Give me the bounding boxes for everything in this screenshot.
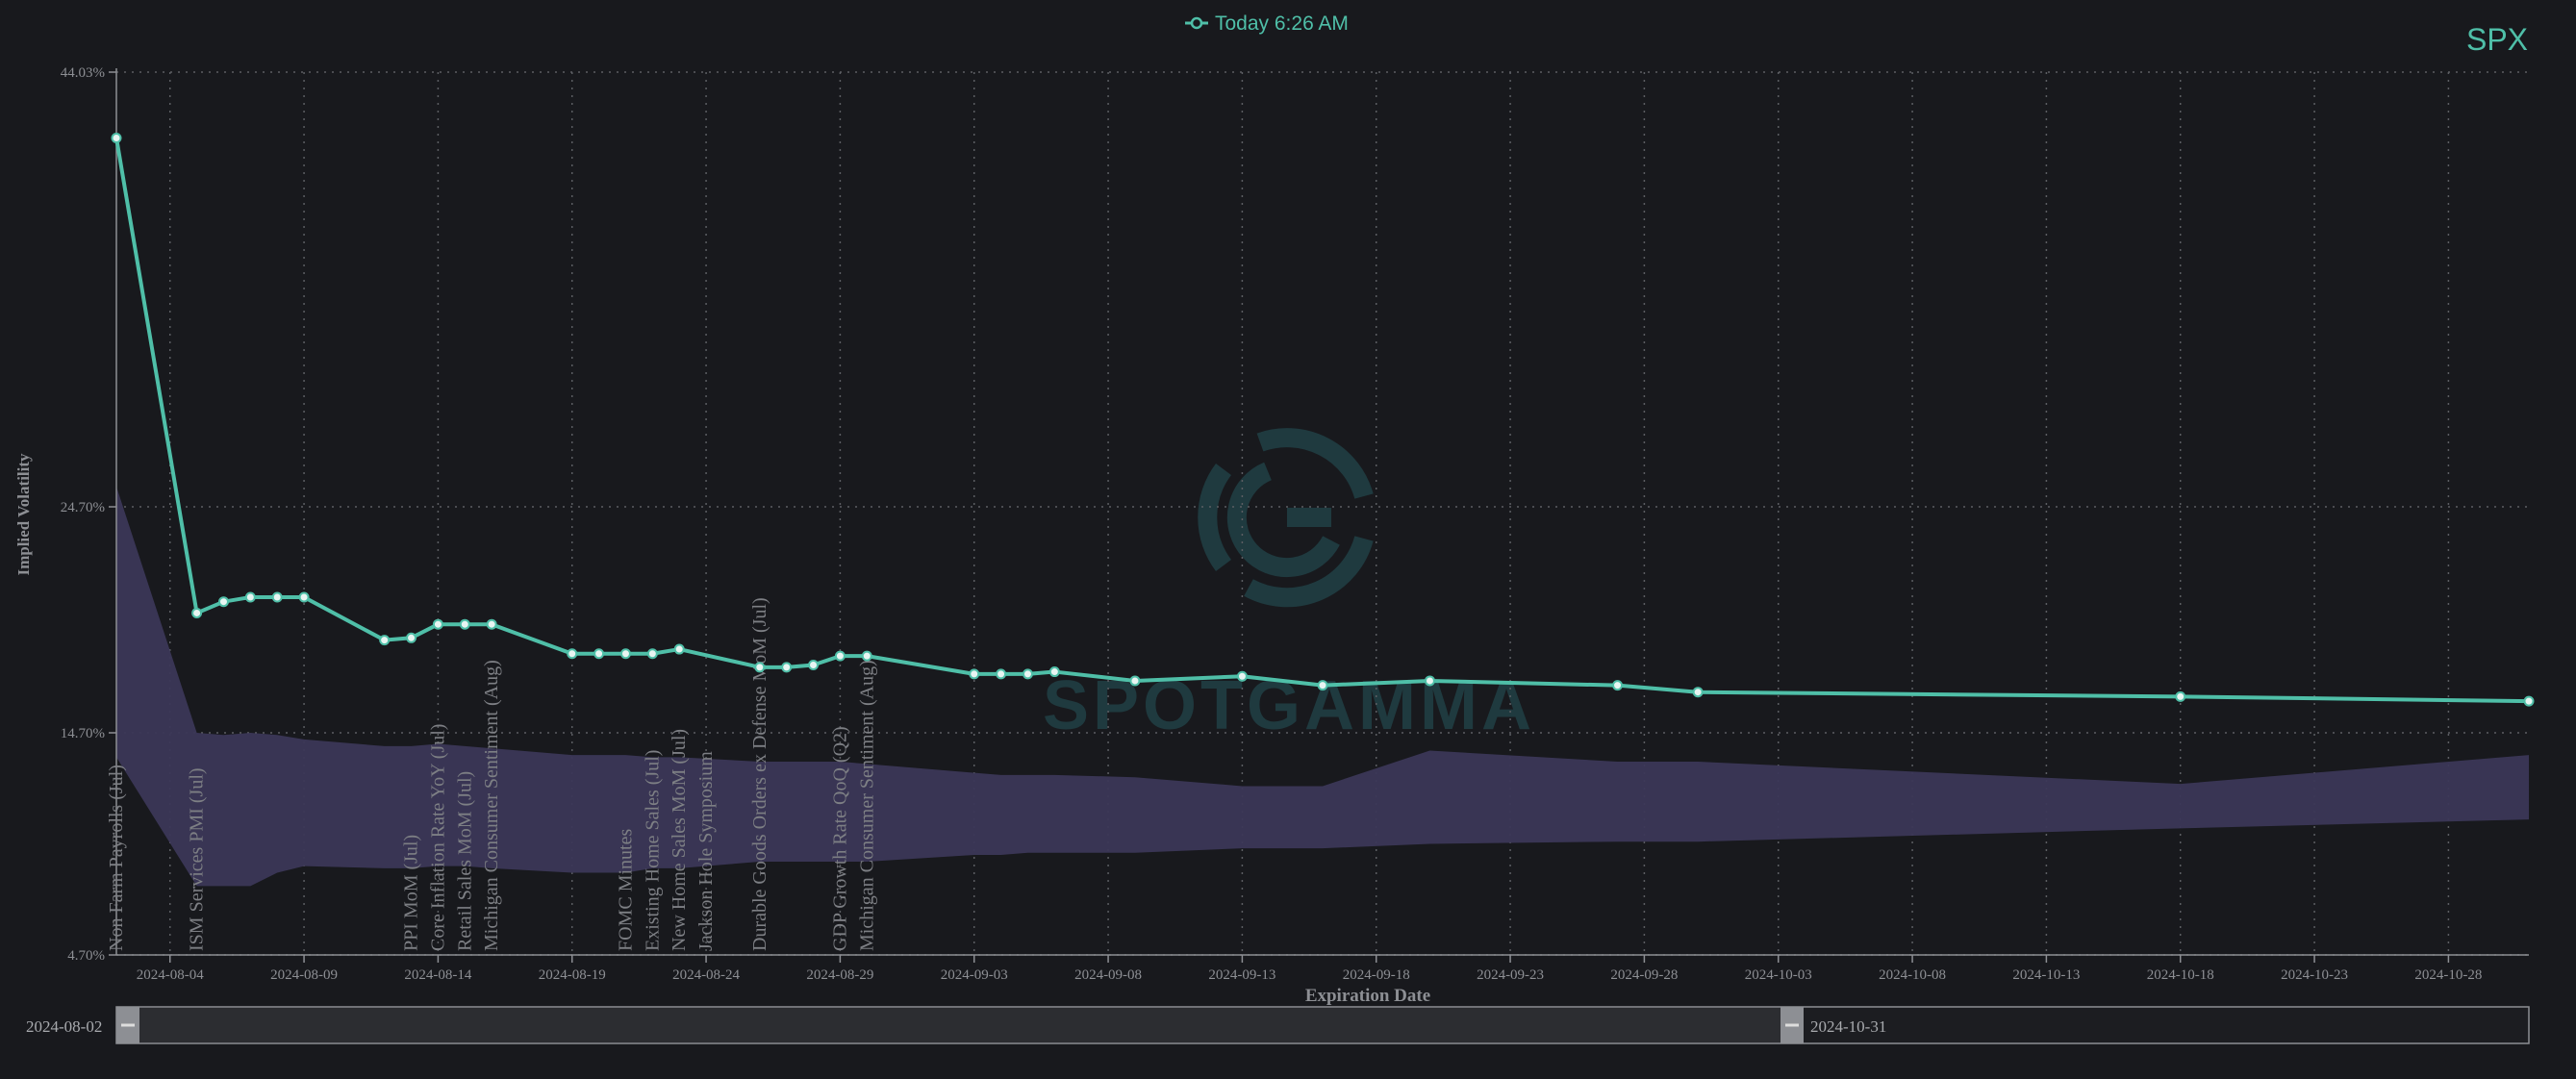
x-tick-label: 2024-10-13 <box>2012 967 2080 983</box>
y-tick-label: 24.70% <box>61 500 105 515</box>
data-point <box>1424 675 1435 687</box>
legend[interactable]: Today 6:26 AM <box>1185 13 1349 35</box>
watermark-arc-2 <box>1244 536 1374 608</box>
x-tick-label: 2024-08-14 <box>404 967 471 983</box>
x-axis-title: Expiration Date <box>1305 986 1430 1006</box>
data-point <box>271 591 283 603</box>
data-point <box>111 133 122 144</box>
data-point <box>406 632 417 643</box>
data-point <box>619 648 631 660</box>
event-label: GDP Growth Rate QoQ (Q2) <box>829 726 850 951</box>
series-layer <box>111 133 2535 707</box>
event-label: Jackson Hole Symposium <box>695 751 717 951</box>
event-label: Non Farm Payrolls (Jul) <box>106 765 127 951</box>
watermark-arc-4 <box>1226 462 1340 578</box>
range-selector[interactable]: 2024-08-02 2024-10-31 <box>26 1006 2530 1044</box>
event-label: PPI MoM (Jul) <box>401 835 422 951</box>
x-tick-label: 2024-09-18 <box>1343 967 1410 983</box>
volatility-band-layer <box>116 486 2529 887</box>
data-point <box>298 591 310 603</box>
event-annotations: Non Farm Payrolls (Jul) ISM Services PMI … <box>106 597 877 951</box>
data-point <box>781 662 793 673</box>
data-point <box>1048 666 1060 678</box>
x-tick-label: 2024-08-29 <box>806 967 873 983</box>
x-tick-label: 2024-10-28 <box>2414 967 2482 983</box>
event-label: Durable Goods Orders ex Defense MoM (Jul… <box>749 597 770 951</box>
event-label: FOMC Minutes <box>615 829 636 951</box>
y-axis-title: Implied Volatility <box>14 453 33 576</box>
data-point <box>217 596 229 608</box>
data-point <box>2175 690 2186 702</box>
data-point <box>808 660 820 670</box>
x-tick-label: 2024-09-03 <box>941 967 1008 983</box>
series-line <box>114 138 2530 704</box>
x-tick-label: 2024-08-24 <box>672 967 740 983</box>
event-label: Michigan Consumer Sentiment (Aug) <box>481 660 502 951</box>
x-tick-label: 2024-09-13 <box>1208 967 1275 983</box>
event-label: Core Inflation Rate YoY (Jul) <box>427 724 448 951</box>
data-point <box>459 618 470 630</box>
data-point <box>969 668 980 680</box>
watermark-logo: SPOTGAMMA <box>1043 428 1531 744</box>
event-label: ISM Services PMI (Jul) <box>187 767 208 951</box>
data-point <box>432 618 443 630</box>
data-point <box>1692 687 1704 698</box>
event-label: Retail Sales MoM (Jul) <box>454 771 475 951</box>
range-selection[interactable] <box>131 1008 1787 1042</box>
x-tick-label: 2024-09-28 <box>1610 967 1678 983</box>
y-tick-label: 4.70% <box>67 948 105 964</box>
watermark-arc-1 <box>1256 428 1374 499</box>
x-tick-label: 2024-08-04 <box>137 967 204 983</box>
event-label: Michigan Consumer Sentiment (Aug) <box>856 660 877 951</box>
volatility-range-band <box>116 486 2529 887</box>
legend-marker <box>1190 16 1203 30</box>
data-point <box>673 643 685 655</box>
data-point <box>996 668 1007 680</box>
data-point <box>1236 670 1248 682</box>
data-point <box>1129 675 1141 687</box>
data-point <box>861 650 872 662</box>
x-tick-label: 2024-10-23 <box>2281 967 2348 983</box>
y-tick-label: 44.03% <box>61 65 105 81</box>
range-end-label: 2024-10-31 <box>1810 1017 1886 1036</box>
data-point <box>1612 680 1624 691</box>
data-point <box>646 648 658 660</box>
data-point <box>191 607 203 618</box>
data-point <box>244 591 256 603</box>
x-tick-label: 2024-09-08 <box>1074 967 1142 983</box>
data-point <box>593 648 605 660</box>
x-tick-label: 2024-08-09 <box>270 967 338 983</box>
y-tick-label: 14.70% <box>61 726 105 741</box>
data-point <box>1022 668 1033 680</box>
ticker-label: SPX <box>2466 22 2528 57</box>
watermark-arc-3 <box>1198 463 1232 572</box>
data-point <box>2523 695 2535 707</box>
x-tick-label: 2024-10-08 <box>1879 967 1946 983</box>
data-point <box>1317 680 1328 691</box>
data-point <box>834 650 846 662</box>
legend-label: Today 6:26 AM <box>1215 13 1349 35</box>
data-point <box>379 635 391 646</box>
data-point <box>567 648 578 660</box>
data-point <box>486 618 497 630</box>
grid <box>116 71 2529 956</box>
x-tick-label: 2024-10-03 <box>1745 967 1812 983</box>
range-start-label: 2024-08-02 <box>26 1017 102 1036</box>
axes: 44.03% 24.70% 14.70% 4.70% 2024-08-04 2024-08… <box>61 65 2529 983</box>
data-point <box>754 662 766 673</box>
event-label: Existing Home Sales (Jul) <box>642 750 663 951</box>
event-label: New Home Sales MoM (Jul) <box>669 729 690 951</box>
x-tick-label: 2024-08-19 <box>539 967 606 983</box>
x-tick-label: 2024-10-18 <box>2147 967 2214 983</box>
x-tick-label: 2024-09-23 <box>1477 967 1544 983</box>
